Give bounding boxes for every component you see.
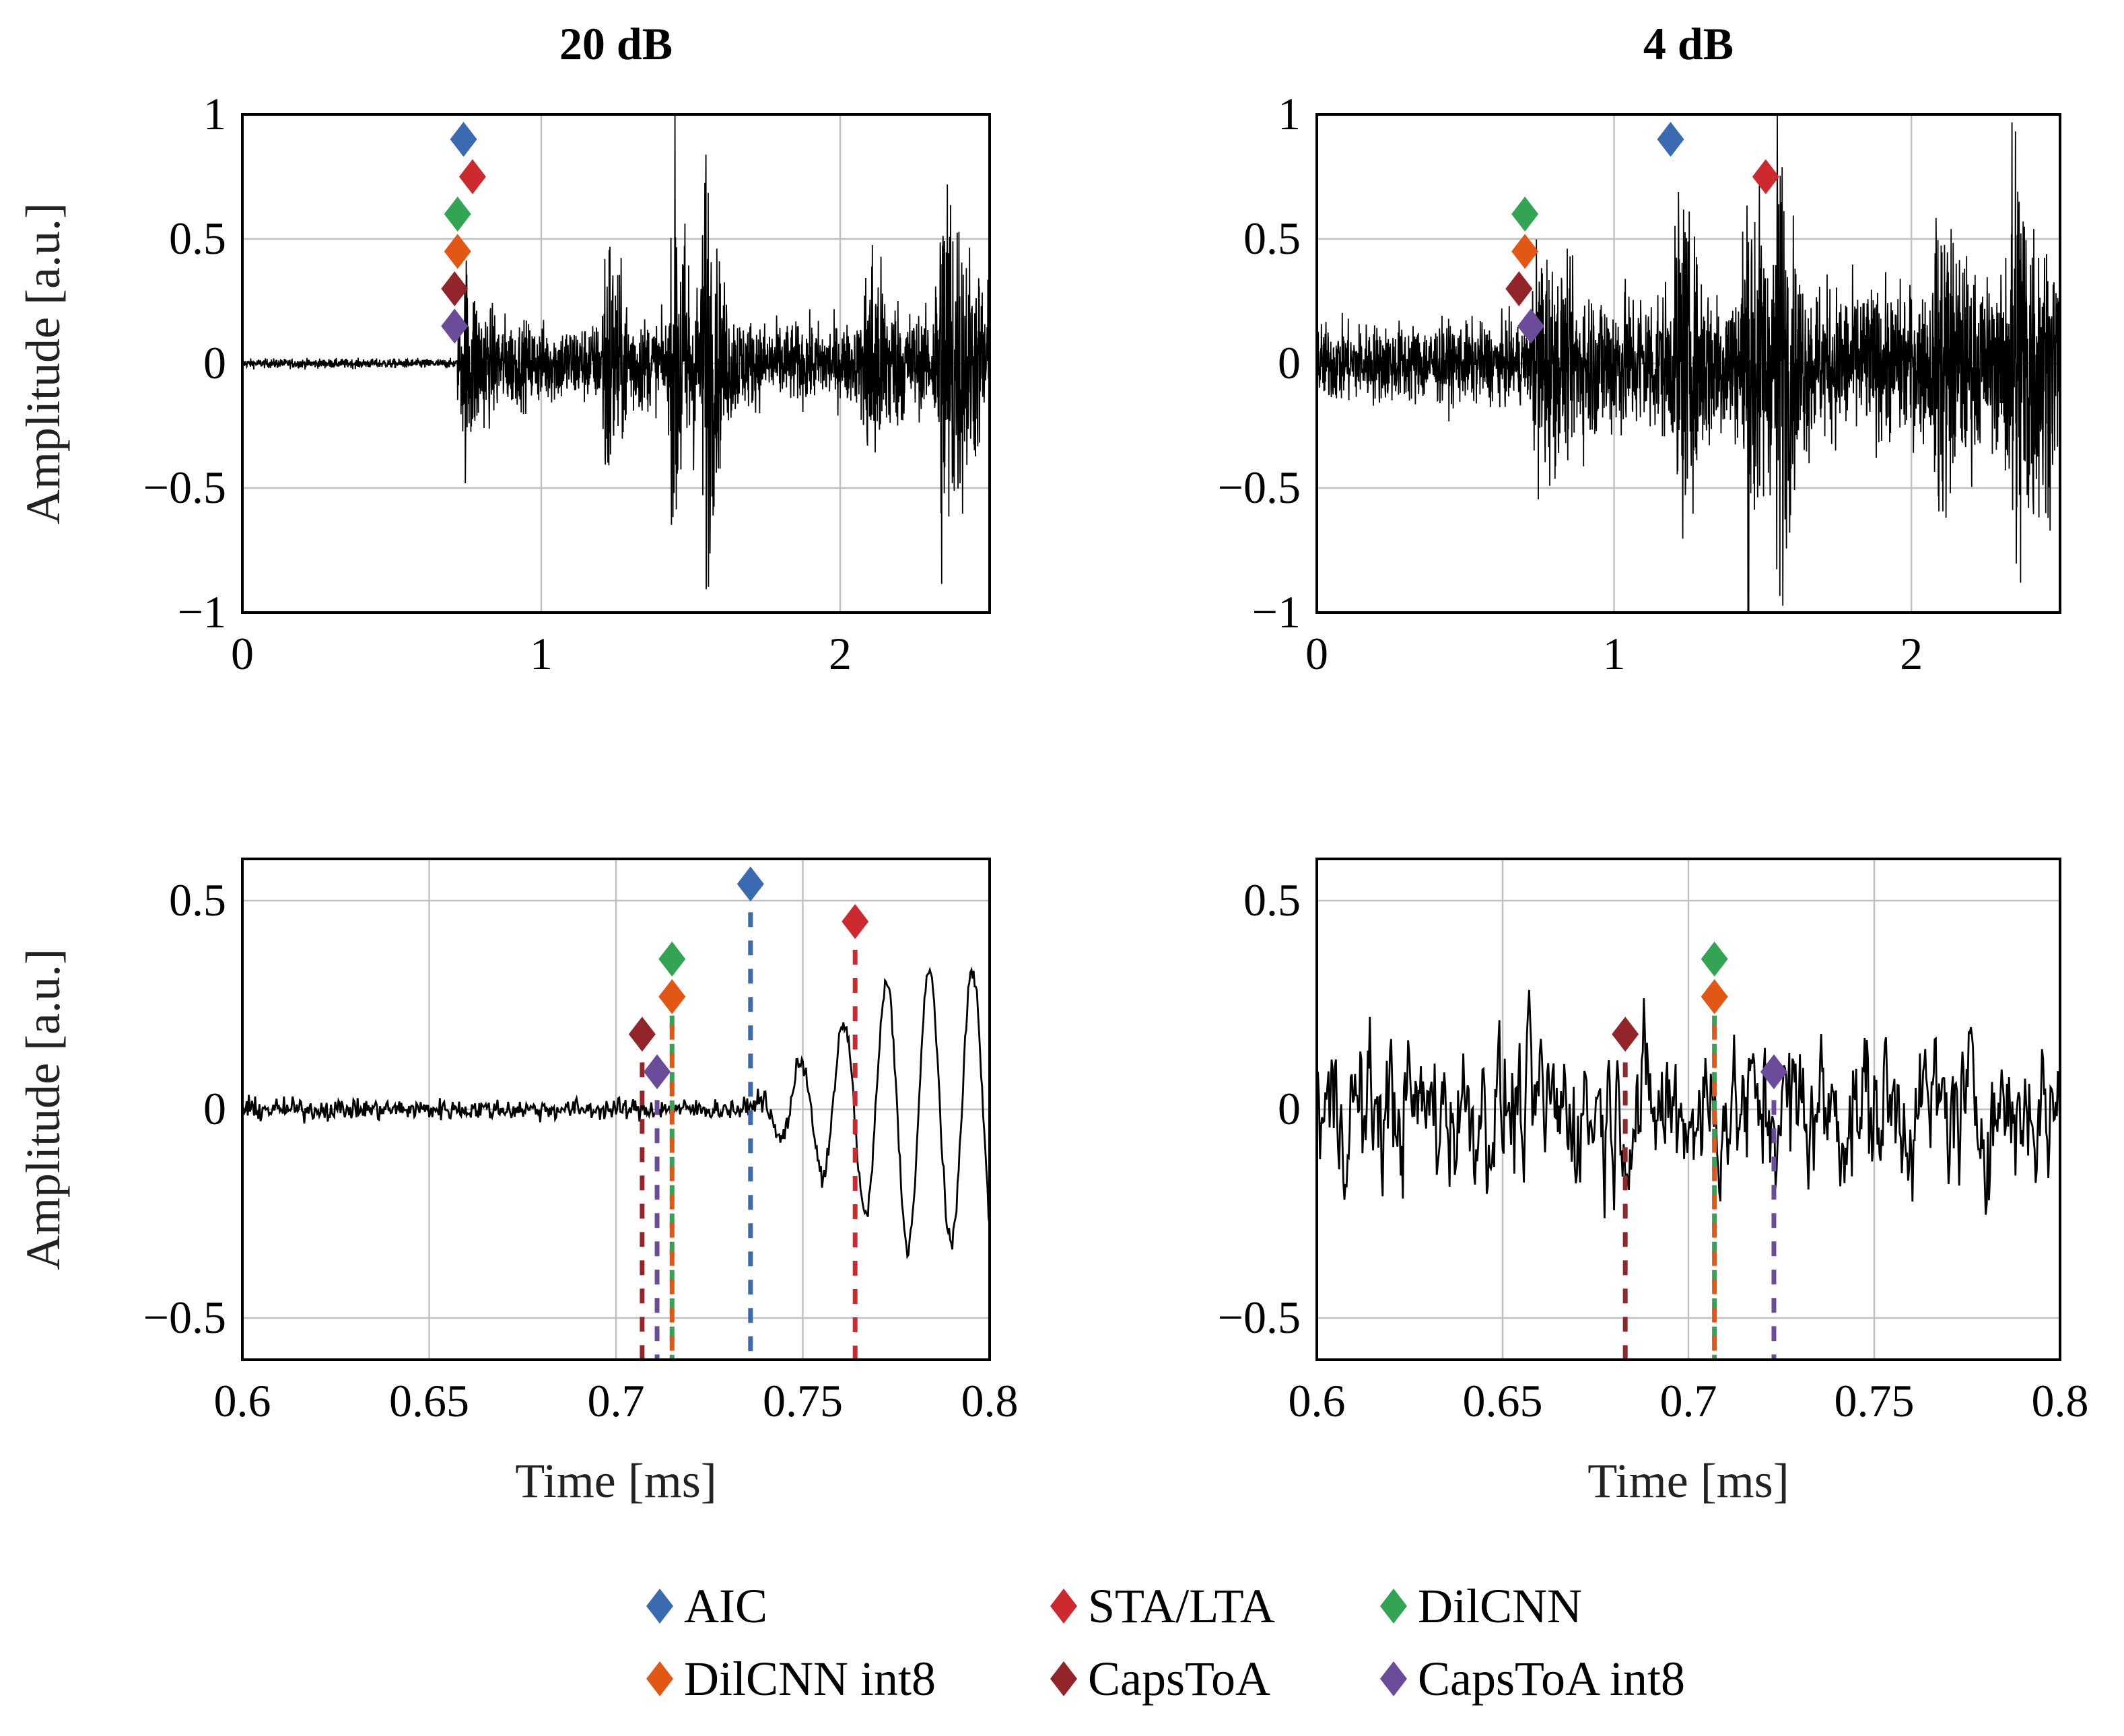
onset-marker-aic <box>1657 122 1684 157</box>
y-tick-label: −0.5 <box>143 1292 226 1343</box>
onset-marker-dilcnn-int8 <box>1701 979 1728 1014</box>
x-tick-label: 0.6 <box>1289 1375 1346 1426</box>
onset-marker-aic <box>450 122 477 157</box>
onset-marker-capstoa <box>1505 271 1533 306</box>
x-tick-label: 0.65 <box>1463 1375 1543 1426</box>
y-tick-label: 0.5 <box>1243 874 1301 926</box>
legend-label: CapsToA int8 <box>1418 1652 1685 1706</box>
onset-marker-dilcnn <box>658 941 686 977</box>
y-tick-label: −0.5 <box>1218 1292 1301 1343</box>
x-tick-label: 0.8 <box>961 1375 1019 1426</box>
y-tick-label: −1 <box>178 586 226 637</box>
subplot-title: 20 dB <box>559 18 673 69</box>
onset-marker-sta-lta <box>1752 159 1779 195</box>
x-tick-label: 0 <box>1305 628 1328 679</box>
legend-marker <box>646 1589 673 1624</box>
y-tick-label: 0 <box>1278 337 1301 388</box>
onset-marker-dilcnn <box>1701 941 1728 977</box>
signal-trace <box>1317 114 2060 613</box>
legend-marker <box>1380 1661 1407 1696</box>
onset-marker-dilcnn-int8 <box>444 234 471 269</box>
legend-label: CapsToA <box>1088 1652 1270 1706</box>
y-tick-label: 0.5 <box>169 213 226 264</box>
onset-marker-capstoa <box>441 271 469 306</box>
legend-marker <box>646 1661 673 1696</box>
y-tick-label: −0.5 <box>143 462 226 513</box>
x-tick-label: 0.6 <box>214 1375 271 1426</box>
x-tick-label: 0.7 <box>1660 1375 1717 1426</box>
y-tick-label: −1 <box>1252 586 1301 637</box>
x-axis-label: Time [ms] <box>515 1454 716 1508</box>
y-tick-label: 0 <box>203 1083 226 1134</box>
y-tick-label: 1 <box>1278 88 1301 139</box>
onset-marker-dilcnn <box>444 197 471 232</box>
onset-marker-sta-lta <box>842 904 869 939</box>
x-tick-label: 2 <box>1900 628 1923 679</box>
x-tick-label: 2 <box>829 628 852 679</box>
onset-marker-capstoa <box>628 1016 656 1052</box>
legend-marker <box>1050 1589 1077 1624</box>
y-tick-label: 0.5 <box>1243 213 1301 264</box>
onset-marker-capstoa-int8 <box>1760 1054 1787 1090</box>
x-tick-label: 0 <box>231 628 254 679</box>
x-tick-label: 0.75 <box>763 1375 843 1426</box>
x-tick-label: 0.8 <box>2032 1375 2089 1426</box>
x-tick-label: 1 <box>530 628 553 679</box>
onset-marker-aic <box>736 866 764 902</box>
onset-marker-dilcnn-int8 <box>1511 234 1539 269</box>
plot-frame <box>1315 113 2061 614</box>
y-axis-label: Amplitude [a.u.] <box>16 948 70 1270</box>
y-tick-label: 0 <box>203 337 226 388</box>
subplot-3: 0.6 0.65 0.7 0.75 0.8 −0.5 0 0.5 Amplitude [a.u.… <box>16 858 1019 1508</box>
subplot-title: 4 dB <box>1643 18 1734 69</box>
onset-marker-capstoa <box>1612 1016 1639 1052</box>
legend-label: AIC <box>684 1579 767 1633</box>
legend-label: STA/LTA <box>1088 1579 1275 1633</box>
onset-marker-capstoa-int8 <box>644 1054 671 1090</box>
onset-marker-capstoa-int8 <box>441 308 469 344</box>
plot-frame <box>241 113 991 614</box>
subplot-2: 0 1 2 −1 −0.5 0 0.5 1 4 dB <box>1218 18 2061 679</box>
x-tick-label: 1 <box>1603 628 1626 679</box>
x-axis-label: Time [ms] <box>1587 1454 1789 1508</box>
y-tick-label: 1 <box>203 88 226 139</box>
legend-label: DilCNN <box>1418 1579 1582 1633</box>
legend: AIC STA/LTA DilCNN DilCNN int8 CapsToA CapsTo… <box>646 1579 1685 1706</box>
subplot-1: 0 1 2 −1 −0.5 0 0.5 1 20 dB Amplitude [a.u.] <box>16 18 991 679</box>
plot-frame <box>1315 858 2061 1361</box>
legend-marker <box>1380 1589 1407 1624</box>
x-tick-label: 0.7 <box>588 1375 645 1426</box>
onset-marker-dilcnn-int8 <box>658 979 686 1014</box>
y-tick-label: 0 <box>1278 1083 1301 1134</box>
onset-marker-sta-lta <box>458 159 486 195</box>
x-tick-label: 0.75 <box>1835 1375 1915 1426</box>
signal-trace <box>242 966 990 1259</box>
y-axis-label: Amplitude [a.u.] <box>16 203 70 524</box>
signal-trace <box>1317 989 2060 1218</box>
x-tick-label: 0.65 <box>389 1375 469 1426</box>
onset-marker-dilcnn <box>1511 197 1539 232</box>
legend-label: DilCNN int8 <box>684 1652 936 1706</box>
legend-marker <box>1050 1661 1077 1696</box>
subplot-4: 0.6 0.65 0.7 0.75 0.8 −0.5 0 0.5 Time [ms] <box>1218 858 2089 1508</box>
plot-frame <box>241 858 991 1361</box>
onset-marker-capstoa-int8 <box>1517 308 1544 344</box>
signal-trace <box>242 115 990 590</box>
y-tick-label: 0.5 <box>169 874 226 926</box>
y-tick-label: −0.5 <box>1218 462 1301 513</box>
